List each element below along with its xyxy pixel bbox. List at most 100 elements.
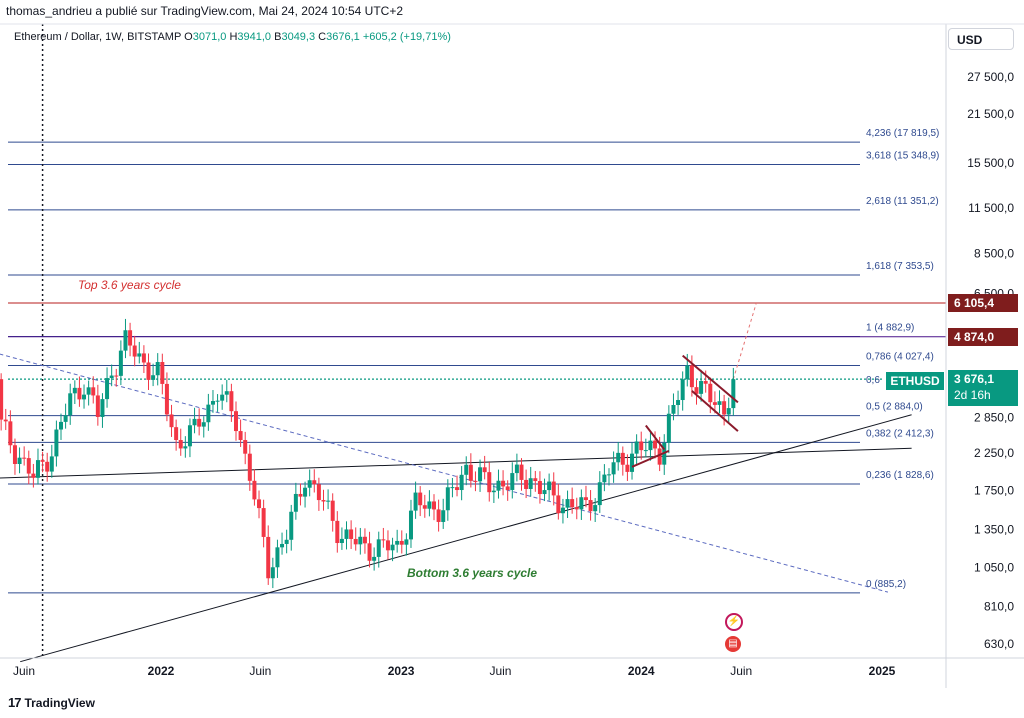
candle-body	[717, 401, 722, 405]
candle-body	[653, 440, 658, 449]
candle-body	[72, 387, 77, 394]
candle-body	[487, 472, 492, 493]
candle-body	[611, 462, 616, 475]
candle-body	[699, 381, 704, 394]
candle-body	[583, 497, 588, 501]
price-tag-top: 6 105,4	[948, 293, 1018, 312]
candle-body	[137, 353, 142, 357]
candle-body	[12, 445, 17, 465]
candle-body	[307, 480, 312, 488]
small-flag-lower-line	[631, 449, 670, 468]
fib-label: 0,6	[866, 375, 880, 386]
candle-body	[160, 362, 165, 384]
candle-body	[685, 365, 690, 380]
currency-button[interactable]: USD	[948, 28, 1014, 50]
open-label: O	[184, 31, 193, 43]
candle-body	[524, 479, 529, 489]
x-tick-label: 2025	[869, 664, 896, 678]
candle-body	[312, 480, 317, 485]
candle-body	[31, 473, 36, 478]
candle-body	[708, 383, 713, 403]
low-value: 3049,3	[281, 31, 316, 43]
candle-body	[579, 497, 584, 510]
candle-body	[289, 511, 294, 540]
candle-body	[339, 538, 344, 544]
y-tick-label: 630,0	[984, 637, 1014, 651]
candle-body	[459, 474, 464, 491]
candle-body	[326, 500, 331, 502]
candle-body	[353, 538, 358, 545]
candle-body	[233, 411, 238, 432]
x-tick-label: Juin	[489, 664, 511, 678]
candle-body	[436, 509, 441, 522]
open-value: 3071,0	[192, 31, 227, 43]
candle-body	[192, 418, 197, 426]
candle-body	[376, 539, 381, 557]
candle-body	[146, 362, 151, 380]
candle-body	[68, 393, 73, 416]
fib-label: 1 (4 882,9)	[866, 323, 914, 334]
candle-body	[247, 453, 252, 481]
candle-body	[35, 460, 40, 478]
candle-body	[671, 404, 676, 414]
candle-body	[164, 383, 169, 415]
y-tick-label: 27 500,0	[967, 70, 1014, 84]
lightning-icon[interactable]: ⚡	[725, 613, 743, 631]
candle-body	[95, 395, 100, 417]
candle-body	[49, 456, 54, 472]
candle-body	[257, 499, 262, 509]
candle-body	[726, 408, 731, 415]
candle-body	[648, 440, 653, 451]
candle-body	[155, 362, 160, 376]
candle-body	[238, 431, 243, 441]
candle-body	[109, 375, 114, 379]
candle-body	[298, 493, 303, 497]
candle-body	[123, 330, 128, 351]
candle-body	[597, 482, 602, 506]
candle-body	[335, 520, 340, 544]
footer-branding[interactable]: 17 TradingView	[8, 695, 95, 710]
candle-body	[556, 495, 561, 514]
y-tick-label: 1 050,0	[974, 560, 1014, 574]
candle-body	[676, 400, 681, 405]
candle-body	[132, 345, 137, 357]
candle-body	[17, 457, 22, 465]
low-label: B	[274, 31, 282, 43]
candle-body	[455, 487, 460, 491]
candle-body	[408, 510, 413, 540]
fib-label: 0,236 (1 828,6)	[866, 470, 934, 481]
candle-body	[372, 556, 377, 561]
price-tag-eth-value: 3 676,1	[954, 372, 995, 387]
candle-body	[722, 401, 727, 415]
candle-body	[321, 500, 326, 502]
y-tick-label: 2 250,0	[974, 446, 1014, 460]
candle-body	[510, 473, 515, 490]
candle-body	[0, 379, 4, 420]
candle-body	[689, 365, 694, 388]
x-tick-label: 2024	[628, 664, 655, 678]
candle-body	[432, 501, 437, 510]
top-cycle-annotation: Top 3.6 years cycle	[78, 278, 181, 292]
candle-body	[206, 404, 211, 423]
y-tick-label: 21 500,0	[967, 107, 1014, 121]
candle-body	[344, 529, 349, 539]
high-value: 3941,0	[237, 31, 272, 43]
candle-body	[303, 487, 308, 497]
close-value: 3676,1	[326, 31, 360, 43]
candle-body	[418, 492, 423, 506]
candle-body	[224, 391, 229, 395]
candle-body	[261, 508, 266, 537]
candle-body	[330, 500, 335, 521]
publisher-header: thomas_andrieu a publié sur TradingView.…	[6, 4, 404, 18]
candle-body	[482, 467, 487, 473]
candle-body	[270, 567, 275, 579]
us-flag-icon[interactable]: ▤	[725, 636, 741, 652]
long-resistance-line	[0, 447, 912, 479]
x-tick-label: Juin	[730, 664, 752, 678]
candle-body	[703, 381, 708, 384]
candle-body	[445, 487, 450, 511]
dashed-downtrend-line	[0, 353, 889, 593]
y-tick-label: 11 500,0	[968, 201, 1014, 215]
candle-body	[399, 540, 404, 545]
